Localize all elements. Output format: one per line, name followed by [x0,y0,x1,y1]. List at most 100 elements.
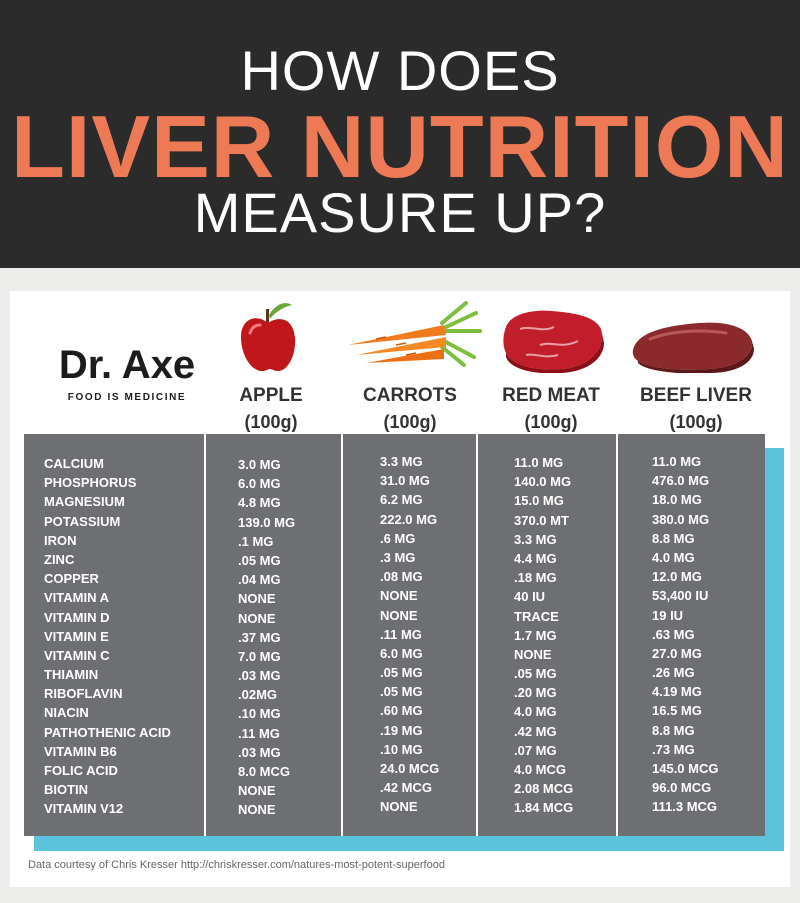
nutrient-value: 4.0 MG [652,549,695,565]
nutrient-value: 476.0 MG [652,473,710,489]
nutrient-name: PHOSPHORUS [44,475,137,491]
logo-tagline: FOOD IS MEDICINE [67,392,187,403]
nutrient-value: 6.0 MG [380,645,423,661]
nutrient-value: 19 IU [652,607,684,623]
nutrient-value: .63 MG [652,626,695,642]
nutrient-value: 145.0 MCG [652,761,719,776]
nutrient-value: 3.3 MG [380,454,423,469]
nutrient-value: .11 MG [238,725,280,741]
nutrient-name: BIOTIN [44,782,89,798]
logo-name: Dr. Axe [58,343,196,387]
nutrient-value: 6.0 MG [238,476,281,492]
beef-liver-values-column: 11.0 MG 476.0 MG 18.0 MG 380.0 MG 8.8 MG 4.0 … [652,452,718,817]
nutrient-value: .07 MG [514,742,557,758]
nutrient-value: 1.84 MCG [514,800,574,816]
nutrient-value: 15.0 MG [514,493,564,509]
nutrient-name: PATHOTHENIC ACID [44,724,171,740]
title-line-1: HOW DOES [240,39,560,102]
nutrient-value: 2.08 MCG [514,781,574,797]
nutrient-value: NONE [514,646,552,662]
nutrient-value: 140.0 MG [514,474,572,490]
nutrient-value: 40 IU [514,589,546,605]
nutrient-value: 3.3 MG [514,531,557,547]
nutrient-name: VITAMIN D [44,609,110,625]
nutrient-name: MAGNESIUM [44,494,125,510]
nutrient-value: .6 MG [380,530,416,546]
nutrient-value: NONE [380,799,418,815]
nutrient-value: .20 MG [514,685,557,701]
nutrient-value: .1 MG [238,533,274,549]
nutrient-value: 31.0 MG [380,473,430,489]
nutrient-name: FOLIC ACID [44,763,118,778]
nutrient-value: 4.0 MG [514,704,557,720]
red-meat-values-column: 11.0 MG 140.0 MG 15.0 MG 370.0 MT 3.3 MG 4.4 … [514,453,573,818]
nutrient-value: 370.0 MT [514,512,569,528]
carrots-icon [348,301,482,367]
column-name: APPLE [239,385,303,406]
nutrient-value: 222.0 MG [380,511,438,527]
nutrient-value: .08 MG [380,569,423,585]
title-line-3: MEASURE UP? [193,181,607,244]
nutrient-value: 27.0 MG [652,645,702,661]
nutrient-value: 11.0 MG [514,455,564,470]
column-name: CARROTS [363,385,457,406]
nutrient-name: VITAMIN C [44,647,110,663]
column-divider [616,434,618,836]
nutrient-value: 139.0 MG [238,514,296,530]
nutrient-value: 8.0 MCG [238,764,291,779]
nutrient-value: 4.4 MG [514,550,557,566]
nutrient-value: 18.0 MG [652,492,702,508]
nutrient-value: .60 MG [380,703,423,719]
nutrient-value: NONE [238,610,276,626]
beef-liver-icon [632,322,754,373]
nutrient-name: CALCIUM [44,456,104,471]
nutrient-name: VITAMIN E [44,628,109,644]
header-banner: HOW DOES LIVER NUTRITION MEASURE UP? [0,0,800,268]
apple-values-column: 3.0 MG 6.0 MG 4.8 MG 139.0 MG .1 MG .05 MG .04… [238,455,295,820]
nutrient-value: NONE [238,783,276,799]
column-name: RED MEAT [502,385,600,406]
column-portion: (100g) [524,412,578,432]
nutrient-value: .05 MG [514,666,557,682]
nutrient-name: VITAMIN B6 [44,743,117,759]
nutrient-value: 24.0 MCG [380,761,440,776]
nutrient-value: .05 MG [380,665,423,681]
nutrient-value: 12.0 MG [652,569,702,585]
column-header-red-meat: RED MEAT (100g) [486,383,616,435]
title-line-2: LIVER NUTRITION [11,97,789,196]
nutrient-name: IRON [44,532,77,548]
nutrient-value: .10 MG [380,741,423,757]
nutrition-card: Dr. Axe FOOD IS MEDICINE APPLE (100g) CA… [10,291,790,887]
column-name: BEEF LIVER [640,385,752,406]
nutrient-value: .73 MG [652,741,695,757]
nutrient-value: 1.7 MG [514,627,557,643]
nutrient-value: .03 MG [238,744,281,760]
nutrient-name: ZINC [44,551,75,567]
nutrient-name: THIAMIN [44,667,99,683]
column-header-carrots: CARROTS (100g) [350,383,470,435]
nutrient-value: 7.0 MG [238,648,281,664]
nutrient-name: VITAMIN A [44,590,109,606]
nutrient-value: .18 MG [514,570,557,586]
nutrient-name: POTASSIUM [44,513,121,529]
nutrient-value: 16.5 MG [652,703,702,719]
nutrient-value: .03 MG [238,668,281,684]
nutrient-value: .42 MG [514,723,557,739]
column-header-beef-liver: BEEF LIVER (100g) [626,383,766,435]
column-divider [476,434,478,836]
carrots-values-column: 3.3 MG 31.0 MG 6.2 MG 222.0 MG .6 MG .3 MG .08… [380,452,439,817]
nutrient-value: .02MG [238,687,278,703]
nutrient-value: 8.8 MG [652,722,695,738]
nutrient-names-column: CALCIUM PHOSPHORUS MAGNESIUM POTASSIUM IRON Z… [44,454,171,819]
nutrient-value: 6.2 MG [380,492,423,508]
nutrient-value: 4.8 MG [238,495,281,511]
column-divider [341,434,343,836]
nutrient-value: .3 MG [380,549,416,565]
nutrient-value: .11 MG [380,626,422,642]
nutrient-value: TRACE [514,608,559,624]
nutrient-name: VITAMIN V12 [44,801,124,817]
nutrient-value: .04 MG [238,572,281,588]
nutrient-value: .37 MG [238,629,281,645]
nutrition-table [24,434,765,836]
column-portion: (100g) [244,412,298,432]
